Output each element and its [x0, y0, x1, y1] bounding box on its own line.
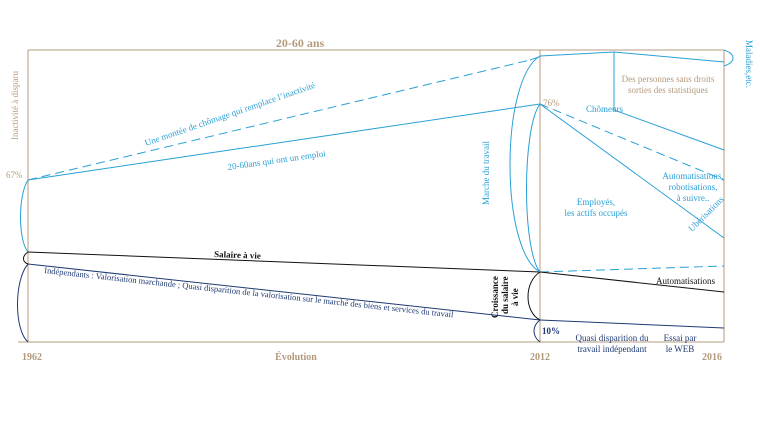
- no-rights-top: [613, 51, 725, 63]
- inactivity-label: Inactivité à disparu: [10, 71, 20, 140]
- salary-growth-line1: Croissance: [490, 276, 500, 318]
- no-rights-box: [613, 52, 725, 151]
- salary-label: Salaire à vie: [214, 249, 261, 261]
- header-title: 20-60 ans: [276, 36, 325, 50]
- labour-market-brace-inner: [526, 103, 541, 273]
- web-trial-line1: Essai par: [664, 333, 697, 343]
- illness-label: Maladies,etc.: [744, 40, 754, 88]
- labour-market-label: Marche du travail: [481, 141, 491, 205]
- employees-lower-dashed: [539, 265, 725, 273]
- employed-line: [27, 103, 541, 181]
- automation-group-line3: à suivre..: [677, 193, 710, 203]
- left-independent-brace: [17, 263, 29, 343]
- independent-disappearance-line2: travail indépendant: [577, 344, 647, 354]
- labour-market-brace-outer: [509, 55, 541, 273]
- no-rights-line1: Des personnes sans droits: [622, 74, 715, 84]
- year-2016: 2016: [702, 352, 722, 363]
- left-employment-brace: [20, 179, 29, 253]
- percent-10: 10%: [542, 326, 560, 336]
- evolution-label: Évolution: [275, 351, 317, 363]
- automation-line: [539, 271, 725, 293]
- top-right-line: [539, 51, 615, 57]
- employees-line1: Employés,: [577, 197, 615, 207]
- employees-line2: les actifs occupés: [565, 208, 628, 218]
- employed-label: 20-60ans qui ont un emploi: [227, 148, 327, 172]
- independent-disappearance-line1: Quasi disparition du: [576, 333, 649, 343]
- automation-label: Automatisations: [656, 276, 715, 286]
- labour-market-top: [529, 55, 541, 61]
- salary-growth-line3: à vie: [510, 288, 520, 306]
- unemployed-label: Chômeurs: [586, 104, 623, 114]
- automation-group-line1: Automatisations,: [662, 171, 723, 181]
- salary-growth-line2: du salaire: [500, 276, 510, 314]
- left-salary-brace: [23, 251, 29, 265]
- employees-upper-line: [539, 103, 725, 239]
- percent-76: 76%: [543, 98, 560, 108]
- unemployment-rise-line: [27, 59, 531, 181]
- independent-10-brace: [533, 319, 541, 343]
- independent-label: Indépendants : Valorisation marchande ; …: [44, 265, 455, 319]
- year-2012: 2012: [530, 352, 550, 363]
- illness-brace: [723, 49, 734, 67]
- unemployed-dashed-line: [539, 103, 725, 181]
- independent-right-line: [539, 319, 725, 329]
- percent-67: 67%: [6, 170, 23, 180]
- web-trial-line2: le WEB: [666, 344, 695, 354]
- automation-group-line2: robotisations,: [669, 182, 718, 192]
- salary-line: [27, 251, 541, 273]
- no-rights-line2: sorties des statistiques: [628, 85, 708, 95]
- year-1962: 1962: [22, 352, 42, 363]
- independent-line: [27, 263, 541, 321]
- unemployment-rise-label: Une montée de chômage qui remplace l’ina…: [143, 80, 316, 148]
- salary-growth-brace: [527, 271, 541, 321]
